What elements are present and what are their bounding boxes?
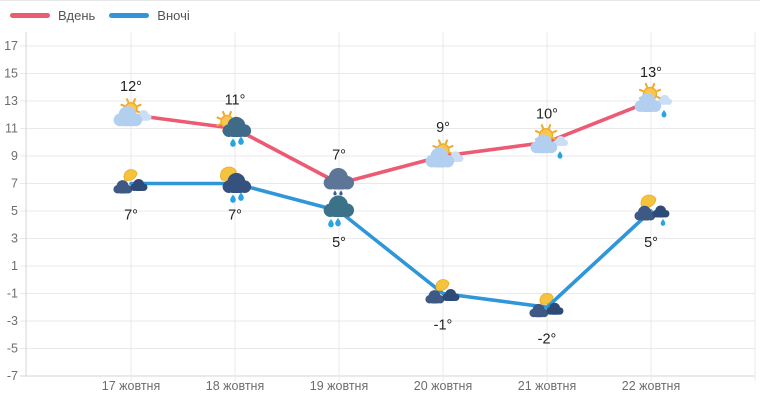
x-axis-label: 22 жовтня [622, 379, 680, 393]
day-temp-label: 10° [536, 106, 558, 122]
moon-cloud-icon [425, 279, 460, 304]
moon-cloud-icon [113, 169, 148, 194]
y-axis-label: 11 [5, 122, 18, 136]
y-axis-label: 7 [11, 177, 18, 191]
day-series-swatch [10, 13, 50, 18]
y-axis-label: 9 [11, 149, 18, 163]
y-axis-label: -7 [7, 369, 18, 383]
night-temp-label: -1° [434, 318, 453, 334]
y-axis-label: 13 [4, 94, 18, 108]
night-temp-label: -2° [538, 331, 557, 347]
sun-rain-cloud-icon [216, 110, 252, 147]
y-axis-label: 5 [11, 204, 18, 218]
day-series-line [129, 99, 653, 186]
legend-night-label: Вночі [157, 8, 190, 23]
moon-cloud-icon [529, 292, 564, 318]
sun-behind-cloud-icon [113, 98, 152, 127]
chart-legend: Вдень Вночі [10, 8, 190, 23]
legend-item-night[interactable]: Вночі [109, 8, 190, 23]
day-temp-label: 11° [225, 93, 246, 109]
y-axis-label: 1 [11, 259, 18, 273]
y-axis-label: 15 [4, 67, 18, 81]
night-temp-label: 7° [124, 208, 138, 224]
sun-cloud-light-rain-icon [634, 82, 673, 118]
day-temp-label: 7° [332, 148, 346, 164]
day-temp-label: 12° [120, 79, 142, 95]
x-axis-label: 17 жовтня [102, 379, 160, 393]
x-axis-label: 21 жовтня [518, 379, 576, 393]
day-temp-label: 9° [436, 120, 450, 136]
night-series-swatch [109, 13, 150, 18]
legend-day-label: Вдень [58, 8, 96, 23]
day-temp-label: 13° [640, 65, 662, 81]
y-axis-label: -1 [7, 287, 18, 301]
x-axis-label: 19 жовтня [310, 379, 368, 393]
night-temp-label: 5° [644, 235, 658, 251]
moon-rain-cloud-icon [220, 166, 252, 203]
y-axis-label: -5 [7, 342, 18, 356]
cloud-rain-icon [323, 195, 355, 228]
x-axis-label: 18 жовтня [206, 379, 264, 393]
night-temp-label: 5° [332, 235, 346, 251]
moon-cloud-light-rain-icon [634, 194, 670, 226]
sun-cloud-light-rain-icon [530, 124, 569, 159]
night-temp-label: 7° [228, 208, 242, 224]
y-axis-label: -3 [7, 314, 18, 328]
y-axis-label: 3 [11, 232, 18, 246]
legend-item-day[interactable]: Вдень [10, 8, 95, 23]
sun-behind-cloud-icon [425, 139, 464, 168]
y-axis-label: 17 [4, 39, 18, 53]
cloud-drizzle-icon [323, 168, 355, 196]
night-series-line [129, 181, 653, 310]
x-axis-label: 20 жовтня [414, 379, 472, 393]
